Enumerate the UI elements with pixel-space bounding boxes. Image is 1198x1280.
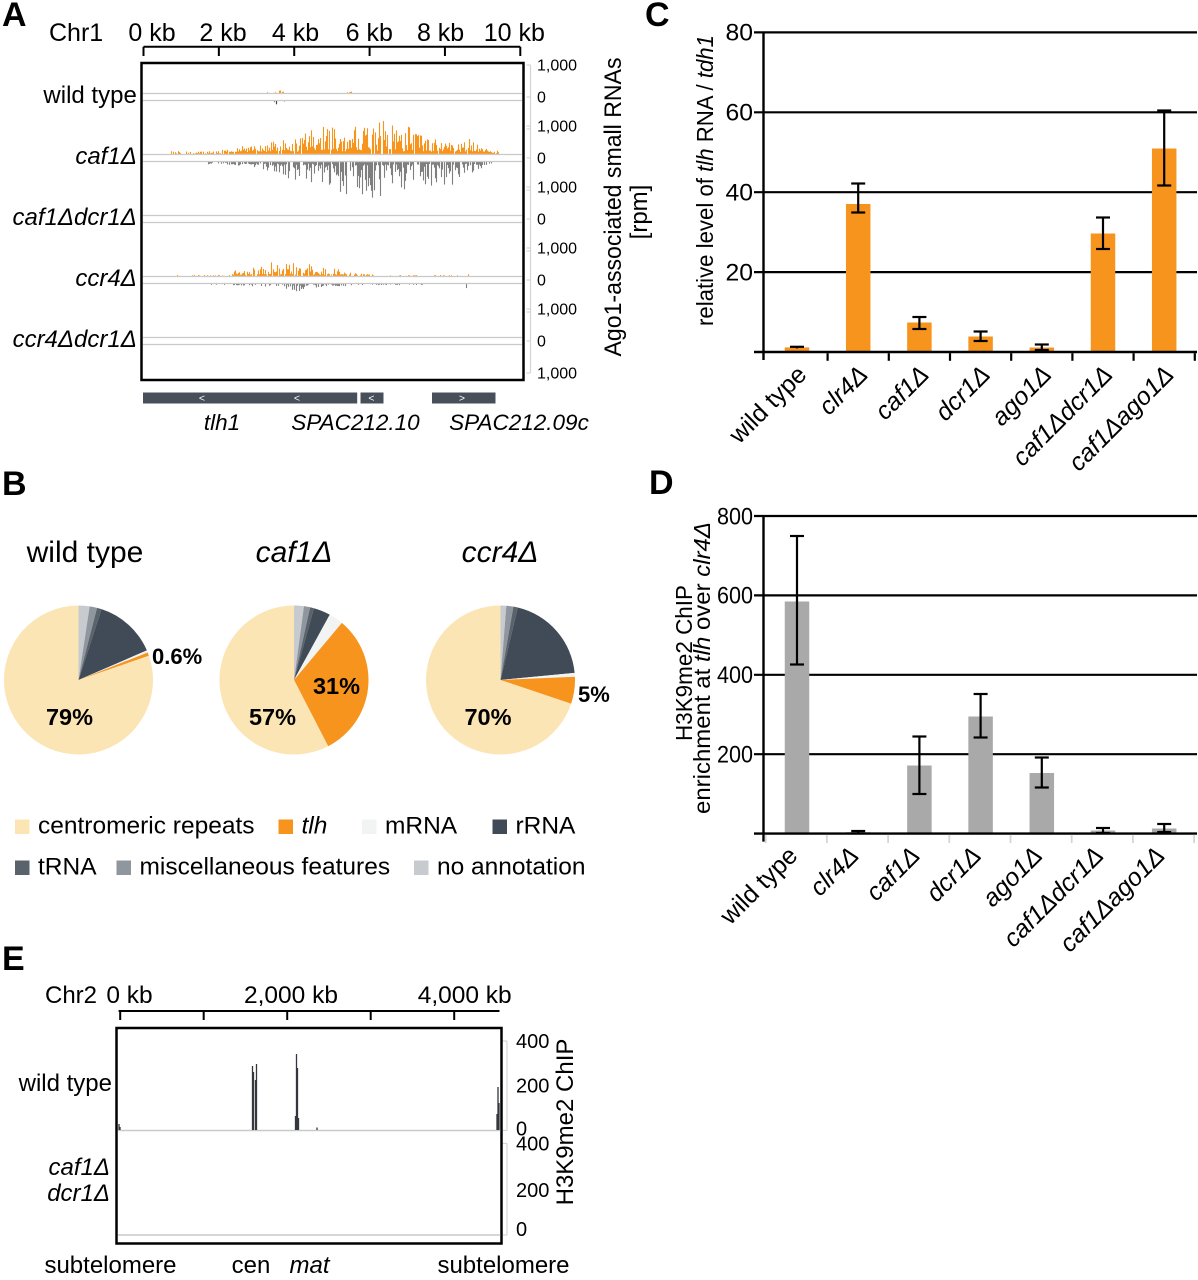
- svg-text:79%: 79%: [46, 704, 93, 730]
- svg-text:400: 400: [516, 1134, 549, 1156]
- svg-text:0.6%: 0.6%: [152, 644, 202, 669]
- svg-text:ccr4Δ: ccr4Δ: [75, 265, 136, 292]
- svg-text:57%: 57%: [249, 704, 296, 730]
- svg-text:400: 400: [717, 662, 753, 689]
- svg-text:D: D: [649, 464, 674, 502]
- svg-text:SPAC212.10: SPAC212.10: [291, 410, 420, 435]
- svg-text:SPAC212.09c: SPAC212.09c: [449, 410, 589, 435]
- svg-text:Ago1-associated small RNAs: Ago1-associated small RNAs: [600, 58, 627, 357]
- svg-text:1,000: 1,000: [537, 366, 577, 383]
- svg-text:800: 800: [717, 503, 753, 530]
- svg-text:0: 0: [537, 90, 546, 107]
- svg-text:caf1Δ: caf1Δ: [75, 143, 136, 170]
- svg-text:cen: cen: [232, 1252, 271, 1279]
- svg-text:miscellaneous features: miscellaneous features: [140, 854, 391, 881]
- svg-text:no annotation: no annotation: [437, 854, 586, 881]
- svg-text:mRNA: mRNA: [385, 813, 458, 840]
- svg-text:<: <: [294, 393, 300, 405]
- svg-text:200: 200: [516, 1076, 549, 1098]
- svg-text:2,000 kb: 2,000 kb: [244, 982, 338, 1009]
- svg-text:<: <: [368, 393, 374, 405]
- svg-text:Chr1: Chr1: [49, 19, 103, 47]
- svg-text:ccr4Δ: ccr4Δ: [462, 536, 539, 569]
- svg-text:4 kb: 4 kb: [272, 19, 319, 47]
- svg-text:10 kb: 10 kb: [484, 19, 545, 47]
- svg-text:A: A: [2, 0, 27, 34]
- svg-text:1,000: 1,000: [537, 119, 577, 136]
- svg-text:6 kb: 6 kb: [346, 19, 393, 47]
- svg-text:60: 60: [726, 100, 754, 127]
- svg-text:tRNA: tRNA: [38, 854, 97, 881]
- svg-text:80: 80: [726, 20, 754, 47]
- svg-text:enrichment at tlh over clr4Δ: enrichment at tlh over clr4Δ: [689, 522, 715, 814]
- svg-text:200: 200: [717, 742, 753, 769]
- svg-text:0 kb: 0 kb: [106, 982, 152, 1009]
- svg-text:31%: 31%: [313, 673, 360, 699]
- svg-text:caf1Δ: caf1Δ: [256, 536, 333, 569]
- svg-text:0 kb: 0 kb: [128, 19, 175, 47]
- svg-text:8 kb: 8 kb: [417, 19, 464, 47]
- svg-text:<: <: [199, 393, 205, 405]
- svg-text:caf1Δ: caf1Δ: [49, 1154, 110, 1181]
- svg-text:subtelomere: subtelomere: [44, 1252, 176, 1279]
- svg-text:H3K9me2 ChIP: H3K9me2 ChIP: [671, 585, 697, 741]
- svg-text:E: E: [2, 940, 25, 978]
- svg-text:600: 600: [717, 583, 753, 610]
- svg-text:subtelomere: subtelomere: [437, 1252, 569, 1279]
- svg-text:400: 400: [516, 1031, 549, 1053]
- svg-text:B: B: [2, 465, 27, 503]
- svg-text:tlh: tlh: [302, 813, 328, 840]
- svg-text:0: 0: [537, 151, 546, 168]
- svg-text:0: 0: [516, 1119, 527, 1141]
- svg-text:0: 0: [516, 1219, 527, 1241]
- svg-text:H3K9me2 ChIP: H3K9me2 ChIP: [552, 1039, 579, 1206]
- svg-text:20: 20: [726, 259, 754, 286]
- svg-text:1,000: 1,000: [537, 241, 577, 258]
- svg-text:[rpm]: [rpm]: [626, 185, 653, 240]
- svg-text:rRNA: rRNA: [516, 813, 577, 840]
- svg-text:wild type: wild type: [42, 82, 136, 109]
- svg-text:2 kb: 2 kb: [199, 19, 246, 47]
- svg-text:relative level of tlh RNA / td: relative level of tlh RNA / tdh1: [692, 35, 718, 326]
- svg-text:mat: mat: [289, 1252, 330, 1279]
- svg-text:C: C: [645, 0, 670, 34]
- svg-text:0: 0: [537, 273, 546, 290]
- svg-text:4,000 kb: 4,000 kb: [418, 982, 512, 1009]
- svg-text:1,000: 1,000: [537, 58, 577, 75]
- svg-text:1,000: 1,000: [537, 302, 577, 319]
- svg-text:wild type: wild type: [26, 536, 144, 569]
- svg-text:>: >: [459, 393, 465, 405]
- svg-text:70%: 70%: [464, 704, 511, 730]
- svg-text:200: 200: [516, 1180, 549, 1202]
- svg-text:dcr1Δ: dcr1Δ: [47, 1180, 110, 1207]
- svg-text:ccr4Δdcr1Δ: ccr4Δdcr1Δ: [13, 326, 137, 353]
- svg-text:wild type: wild type: [18, 1070, 112, 1097]
- svg-text:tlh1: tlh1: [204, 410, 240, 435]
- svg-text:Chr2: Chr2: [45, 982, 97, 1009]
- svg-text:centromeric repeats: centromeric repeats: [38, 813, 255, 840]
- svg-text:0: 0: [537, 212, 546, 229]
- svg-text:40: 40: [726, 180, 754, 207]
- svg-text:1,000: 1,000: [537, 180, 577, 197]
- svg-text:caf1Δdcr1Δ: caf1Δdcr1Δ: [13, 204, 137, 231]
- svg-text:5%: 5%: [578, 682, 610, 707]
- svg-text:0: 0: [537, 334, 546, 351]
